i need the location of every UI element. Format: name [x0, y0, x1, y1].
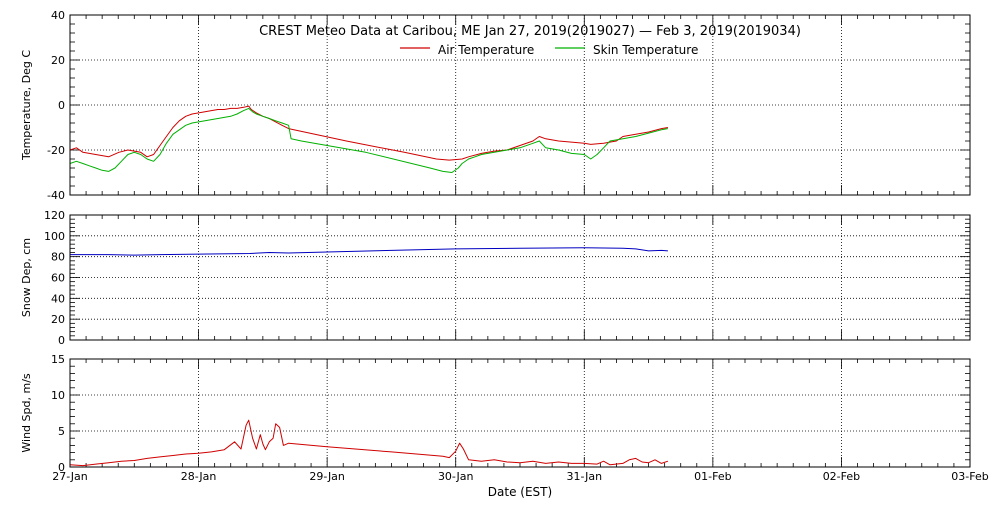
y-tick-label: 0: [58, 99, 65, 112]
series-line-0-0: [69, 105, 668, 161]
plot-frame: [69, 14, 971, 196]
chart-title: CREST Meteo Data at Caribou, ME Jan 27, …: [259, 24, 801, 39]
y-tick-label: 100: [44, 230, 65, 243]
y-tick-label: 80: [51, 251, 65, 264]
legend-label-0: Air Temperature: [438, 43, 534, 57]
x-axis-label: Date (EST): [488, 485, 552, 499]
series-line-0-1: [69, 107, 668, 173]
x-tick-label: 02-Feb: [823, 470, 860, 483]
y-tick-label: 40: [51, 9, 65, 22]
y-axis-label: Temperature, Deg C: [20, 50, 33, 161]
y-tick-label: -40: [47, 189, 65, 202]
series-line-1-0: [70, 247, 668, 256]
x-tick-label: 29-Jan: [309, 470, 345, 483]
y-axis-label: Snow Dep, cm: [20, 238, 33, 317]
y-tick-label: 10: [51, 389, 65, 402]
y-tick-label: 40: [51, 292, 65, 305]
y-tick-label: 120: [44, 209, 65, 222]
x-tick-label: 28-Jan: [181, 470, 217, 483]
x-tick-label: 30-Jan: [438, 470, 474, 483]
plot-frame: [69, 358, 971, 468]
y-tick-label: 15: [51, 353, 65, 366]
legend-label-1: Skin Temperature: [593, 43, 698, 57]
y-tick-label: 0: [58, 334, 65, 347]
y-axis-label: Wind Spd, m/s: [20, 373, 33, 453]
x-tick-label: 27-Jan: [52, 470, 88, 483]
x-tick-label: 01-Feb: [694, 470, 731, 483]
series-line-2-0: [69, 419, 669, 467]
y-tick-label: 20: [51, 313, 65, 326]
y-tick-label: -20: [47, 144, 65, 157]
x-tick-label: 03-Feb: [951, 470, 988, 483]
y-tick-label: 20: [51, 54, 65, 67]
y-tick-label: 60: [51, 272, 65, 285]
y-tick-label: 0: [58, 461, 65, 474]
y-tick-label: 5: [58, 425, 65, 438]
x-tick-label: 31-Jan: [567, 470, 603, 483]
plot-frame: [69, 214, 971, 341]
